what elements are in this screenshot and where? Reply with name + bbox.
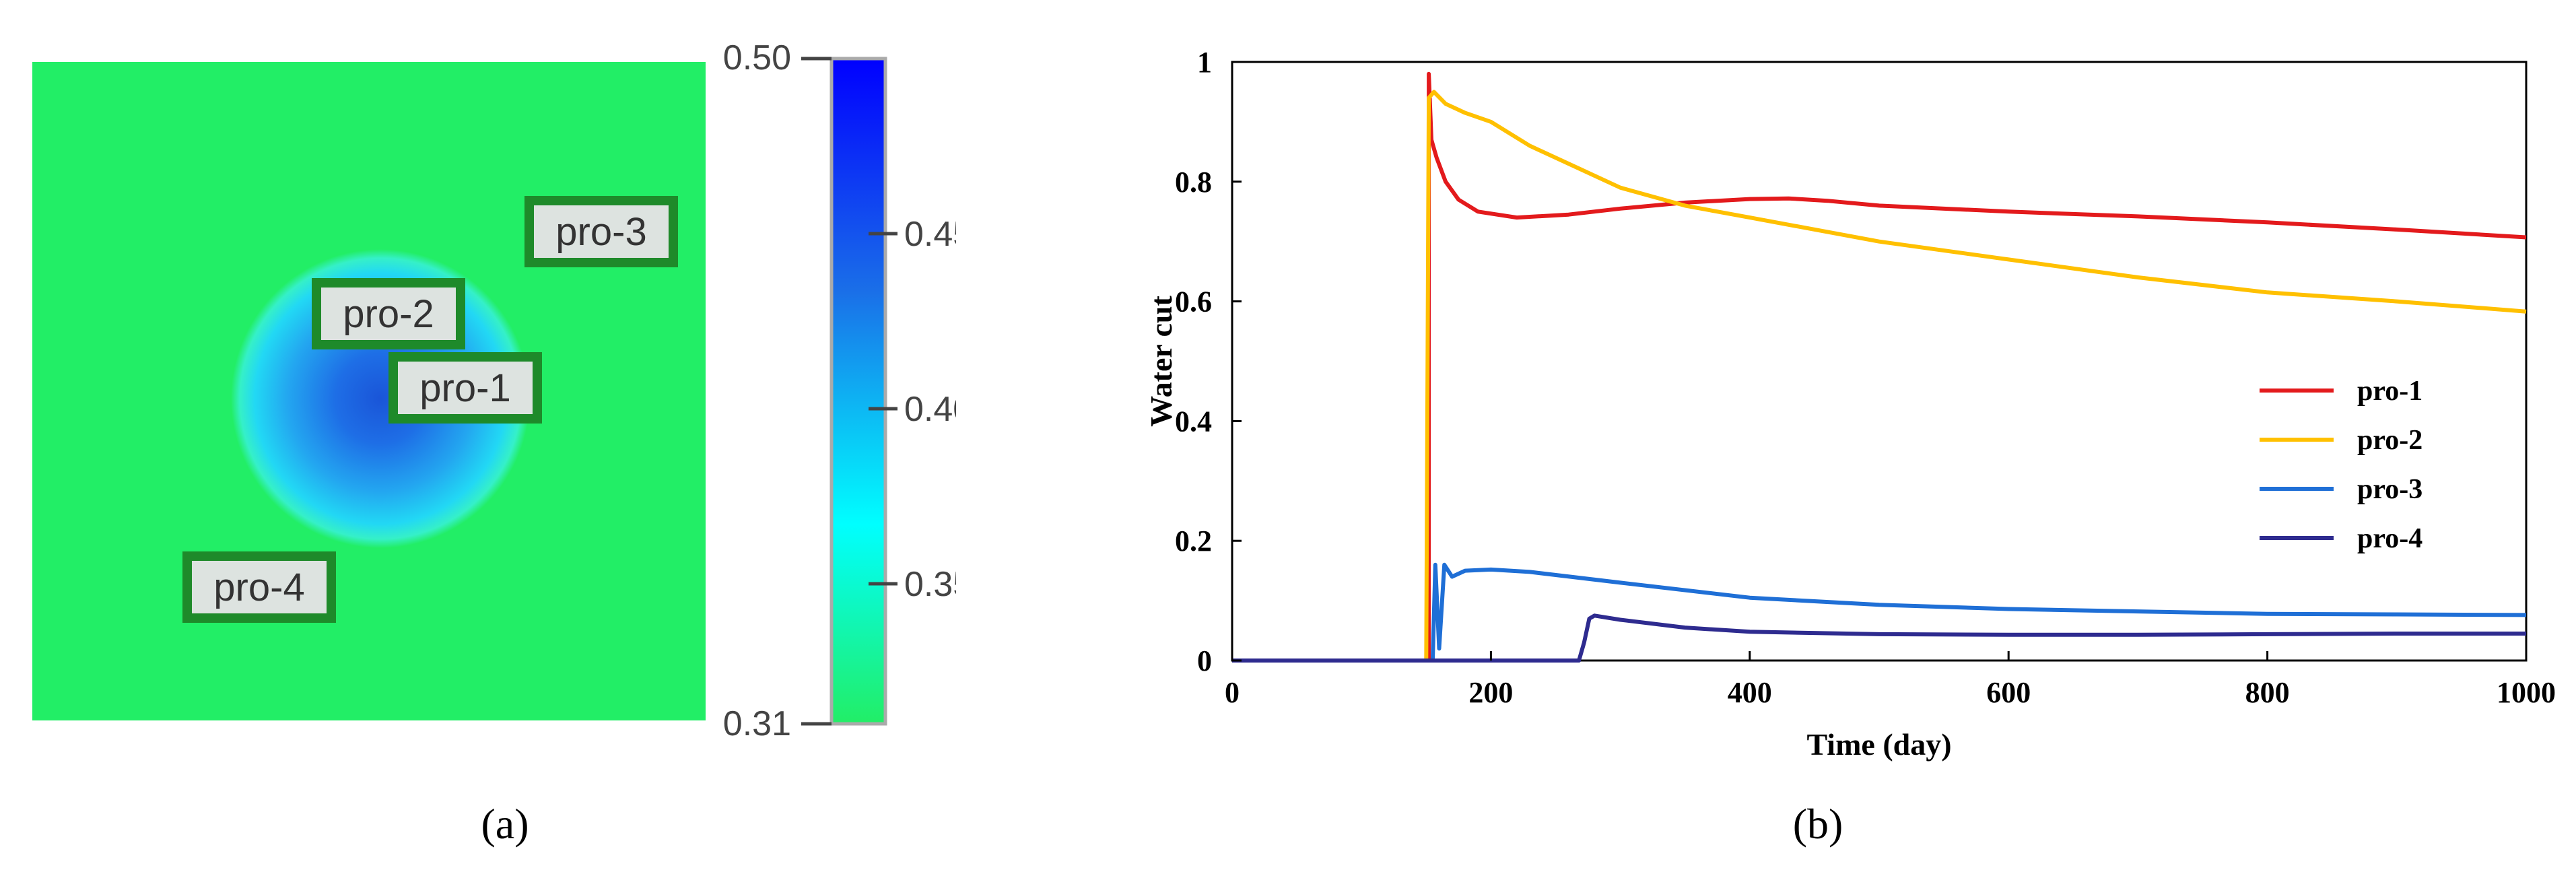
svg-text:pro-1: pro-1	[419, 366, 510, 410]
colorbar-tick-label: 0.45	[904, 215, 956, 254]
svg-text:pro-2: pro-2	[343, 292, 434, 336]
svg-text:pro-4: pro-4	[213, 566, 304, 609]
x-tick-label: 400	[1728, 676, 1772, 709]
well-label-pro-2: pro-2	[312, 278, 465, 349]
colorbar-max-label: 0.50	[723, 38, 791, 77]
colorbar-tick-label: 0.40	[904, 390, 956, 429]
plot-area-border	[1231, 61, 2528, 662]
legend-label-pro-3: pro-3	[2357, 474, 2422, 505]
series-line-pro-4	[1232, 613, 2526, 663]
saturation-map-figure: pro-3 pro-2 pro-1 pro-4 0.45 0.40 0.35 0.5…	[32, 38, 972, 848]
y-tick-label: 1	[1197, 46, 1212, 79]
x-tick-label: 200	[1468, 676, 1513, 709]
y-tick-label: 0.4	[1175, 405, 1212, 438]
x-tick-label: 600	[1986, 676, 2031, 709]
series-lines	[1232, 71, 2527, 663]
legend: pro-1 pro-2 pro-3 pro-4	[2260, 376, 2422, 554]
legend-label-pro-2: pro-2	[2357, 425, 2422, 456]
y-axis-ticks: 0 0.2 0.4 0.6 0.8 1	[1175, 46, 1242, 677]
x-tick-label: 800	[2245, 676, 2290, 709]
panel-a-caption: (a)	[481, 800, 529, 848]
y-axis-label: Water cut	[1144, 296, 1178, 427]
colorbar-min-label: 0.31	[723, 704, 791, 743]
y-tick-label: 0	[1197, 644, 1212, 677]
series-line-pro-3	[1232, 562, 2527, 663]
legend-label-pro-1: pro-1	[2357, 376, 2422, 407]
panel-a: pro-3 pro-2 pro-1 pro-4 0.45 0.40 0.35 0.5…	[0, 0, 972, 875]
water-cut-chart: 0 200 400 600 800 1000 00.20.40.60.81 pro-1pr…	[1144, 46, 2556, 848]
panel-b: 0 200 400 600 800 1000 0 0.2 0.4 0.6 0.8 1 pro-1 pr…	[1050, 0, 2576, 875]
x-axis-ticks: 0 200 400 600 800 1000	[1225, 651, 2556, 709]
plot-frame	[1231, 61, 2528, 662]
well-label-pro-4: pro-4	[182, 551, 336, 623]
well-label-pro-3: pro-3	[524, 196, 678, 267]
series-line-pro-2	[1232, 90, 2527, 663]
x-tick-label: 0	[1225, 676, 1240, 709]
x-axis-label: Time (day)	[1806, 727, 1951, 762]
colorbar	[829, 57, 887, 726]
colorbar-ticks: 0.45 0.40 0.35	[801, 57, 972, 726]
svg-text:pro-3: pro-3	[555, 210, 646, 254]
x-tick-label: 1000	[2497, 676, 2556, 709]
y-tick-label: 0.2	[1175, 525, 1212, 558]
series-line-pro-1	[1232, 71, 2527, 663]
y-tick-label: 0.6	[1175, 285, 1212, 318]
legend-label-pro-4: pro-4	[2357, 523, 2422, 554]
well-label-pro-1: pro-1	[388, 352, 542, 424]
panel-b-caption: (b)	[1793, 800, 1843, 848]
y-tick-label: 0.8	[1175, 166, 1212, 199]
colorbar-tick-label: 0.35	[904, 565, 956, 604]
